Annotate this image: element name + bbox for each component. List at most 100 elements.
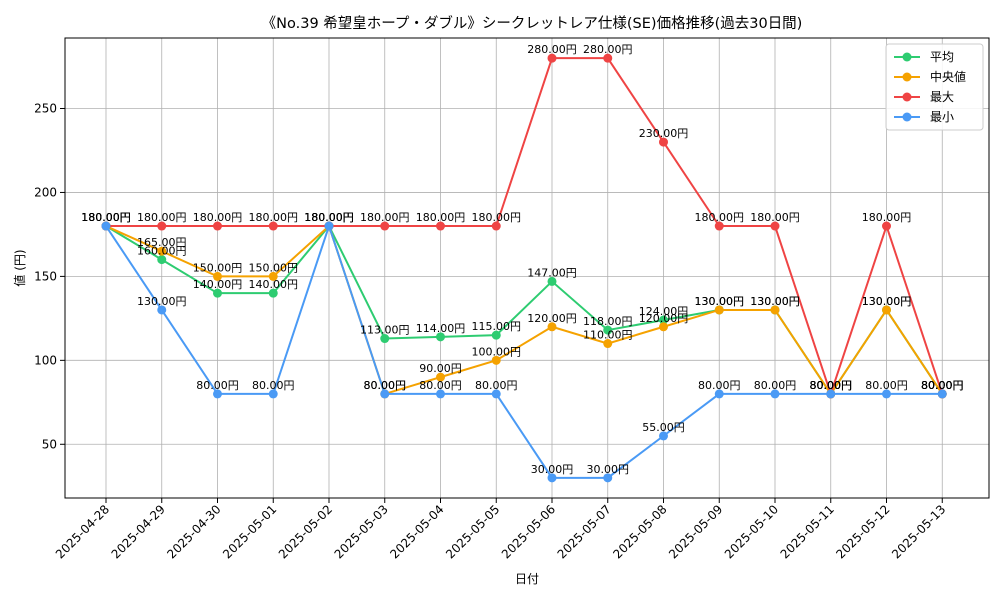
series-1 (101, 221, 947, 399)
x-tick-label: 2025-05-03 (332, 502, 391, 561)
data-point (101, 221, 111, 231)
data-label: 180.00円 (193, 211, 243, 224)
x-tick-label: 2025-05-01 (220, 502, 279, 561)
data-label: 80.00円 (921, 379, 964, 392)
data-point (436, 221, 445, 231)
data-point (213, 271, 222, 281)
data-point (603, 325, 613, 335)
data-label: 130.00円 (750, 295, 800, 308)
data-point (659, 431, 668, 441)
data-point (882, 221, 891, 231)
legend-entry: 中央値 (930, 69, 966, 84)
data-point (882, 389, 891, 399)
data-point (770, 389, 780, 399)
series-3 (101, 221, 947, 483)
x-tick-label: 2025-05-06 (499, 502, 558, 561)
data-label: 280.00円 (527, 43, 577, 56)
data-point (380, 334, 390, 344)
data-point (714, 389, 724, 399)
series-line (105, 224, 944, 396)
data-label: 180.00円 (304, 211, 354, 224)
data-label: 30.00円 (531, 463, 574, 476)
data-point (491, 389, 501, 399)
data-label: 180.00円 (695, 211, 745, 224)
data-labels: 180.00円 160.00円 140.00円 140.00円 180.00円 113.0… (81, 43, 963, 476)
data-point (436, 332, 445, 342)
x-tick-label: 2025-05-11 (778, 502, 837, 561)
x-tick-label: 2025-05-08 (610, 502, 669, 561)
data-point (826, 389, 836, 399)
y-tick-label: 100 (34, 353, 57, 367)
data-label: 80.00円 (419, 379, 462, 392)
series-line (106, 57, 944, 398)
data-point (770, 221, 780, 231)
data-label: 55.00円 (642, 421, 685, 434)
data-point (436, 389, 445, 399)
data-label: 180.00円 (862, 211, 912, 224)
data-label: 150.00円 (249, 261, 299, 274)
data-label: 180.00円 (360, 211, 410, 224)
data-label: 130.00円 (137, 295, 187, 308)
x-tick-label: 2025-04-28 (53, 502, 112, 561)
data-point (547, 53, 557, 63)
series-layer (101, 53, 947, 483)
data-label: 180.00円 (137, 211, 187, 224)
data-point (659, 322, 668, 332)
data-label: 80.00円 (475, 379, 518, 392)
data-point (380, 389, 390, 399)
x-tick-label: 2025-05-04 (387, 502, 446, 561)
data-label: 180.00円 (416, 211, 466, 224)
x-axis-label: 日付 (515, 572, 539, 586)
data-point (380, 221, 390, 231)
legend-swatch-marker (902, 72, 912, 82)
data-label: 80.00円 (921, 379, 964, 392)
data-label: 115.00円 (472, 320, 522, 333)
data-point (157, 246, 167, 256)
data-label: 120.00円 (639, 312, 689, 325)
data-point (603, 339, 613, 349)
data-label: 124.00円 (639, 305, 689, 318)
data-point (491, 355, 501, 365)
legend-swatch-marker (902, 92, 912, 102)
data-label: 180.00円 (81, 211, 131, 224)
y-tick-label: 50 (42, 437, 57, 451)
x-tick-label: 2025-05-07 (555, 502, 614, 561)
data-point (547, 473, 557, 483)
data-point (770, 305, 780, 315)
data-point (714, 221, 724, 231)
data-point (603, 53, 613, 63)
data-label: 180.00円 (304, 211, 354, 224)
data-label: 80.00円 (810, 379, 853, 392)
y-tick-label: 150 (34, 269, 57, 283)
data-label: 90.00円 (419, 362, 462, 375)
data-label: 30.00円 (587, 463, 630, 476)
legend-box (885, 43, 984, 131)
y-tick-label: 200 (34, 185, 57, 199)
data-label: 130.00円 (862, 295, 912, 308)
data-point (882, 305, 891, 315)
data-label: 130.00円 (695, 295, 745, 308)
data-label: 80.00円 (865, 379, 908, 392)
data-point (268, 288, 278, 298)
legend-entry: 最大 (930, 90, 954, 104)
data-point (213, 389, 222, 399)
data-label: 80.00円 (810, 379, 853, 392)
data-point (659, 315, 668, 325)
data-label: 230.00円 (639, 127, 689, 140)
data-label: 180.00円 (304, 211, 354, 224)
data-point (714, 305, 724, 315)
x-tick-label: 2025-05-09 (666, 502, 725, 561)
data-label: 180.00円 (249, 211, 299, 224)
data-point (603, 473, 613, 483)
data-label: 140.00円 (193, 278, 243, 291)
x-tick-label: 2025-05-12 (833, 502, 892, 561)
data-point (157, 305, 167, 315)
data-label: 280.00円 (583, 43, 633, 56)
data-label: 130.00円 (750, 295, 800, 308)
series-2 (101, 53, 947, 399)
series-0 (101, 221, 947, 399)
series-line (105, 224, 944, 396)
x-tick-label: 2025-05-13 (889, 502, 948, 561)
